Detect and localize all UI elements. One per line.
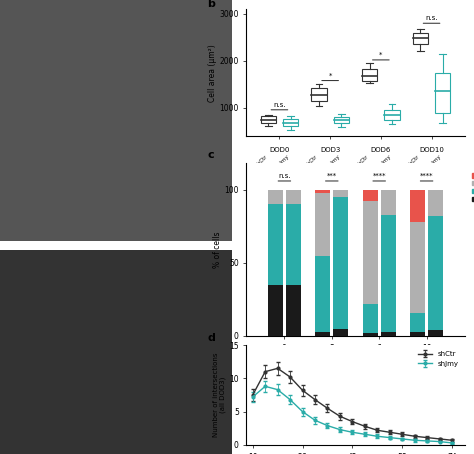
Bar xyxy=(363,304,378,333)
Text: *: * xyxy=(328,73,332,79)
Bar xyxy=(333,190,348,197)
Bar xyxy=(268,190,283,204)
Bar xyxy=(286,190,301,204)
Text: ****: **** xyxy=(373,173,386,179)
Bar xyxy=(410,331,425,336)
Bar xyxy=(410,222,425,312)
Bar xyxy=(363,333,378,336)
Bar xyxy=(428,330,443,336)
Bar xyxy=(315,256,330,331)
Text: ***: *** xyxy=(327,173,337,179)
Text: DOD10: DOD10 xyxy=(419,147,444,153)
Legend: shCtr, shJmy: shCtr, shJmy xyxy=(415,349,461,370)
Bar xyxy=(362,69,377,81)
Text: n.s.: n.s. xyxy=(425,15,438,21)
Text: shJmy: shJmy xyxy=(275,154,291,169)
Text: shJmy: shJmy xyxy=(422,350,436,365)
Text: shCtr: shCtr xyxy=(356,154,370,168)
Legend: Stage IV, Stage III, Stage II, Stage I: Stage IV, Stage III, Stage II, Stage I xyxy=(469,158,474,204)
Text: shJmy: shJmy xyxy=(327,350,341,365)
Y-axis label: Number of intersections
(all DOD3): Number of intersections (all DOD3) xyxy=(213,353,227,437)
Text: d: d xyxy=(207,333,215,343)
Bar xyxy=(334,118,349,123)
Bar xyxy=(363,202,378,304)
Text: shCtr: shCtr xyxy=(407,154,420,168)
Text: shCtr: shCtr xyxy=(310,350,323,363)
Y-axis label: % of cells: % of cells xyxy=(212,232,221,268)
Bar xyxy=(333,329,348,336)
X-axis label: DOD: DOD xyxy=(346,372,365,381)
Bar xyxy=(283,119,298,126)
Bar xyxy=(384,110,400,120)
Bar xyxy=(410,190,425,222)
Bar xyxy=(428,216,443,330)
Text: *: * xyxy=(379,52,383,58)
Bar xyxy=(428,190,443,216)
Bar xyxy=(381,215,396,331)
Bar xyxy=(315,190,330,192)
Bar xyxy=(410,312,425,331)
Text: shJmy: shJmy xyxy=(326,154,341,169)
Bar xyxy=(286,204,301,285)
Text: DOD0: DOD0 xyxy=(269,147,290,153)
Text: shJmy: shJmy xyxy=(428,154,443,169)
Y-axis label: Cell area (μm²): Cell area (μm²) xyxy=(208,44,217,102)
Bar xyxy=(381,190,396,215)
Text: shJmy: shJmy xyxy=(280,350,293,365)
Text: b: b xyxy=(207,0,215,9)
Bar xyxy=(333,197,348,329)
Bar xyxy=(315,331,330,336)
Text: DOD6: DOD6 xyxy=(371,147,391,153)
Text: n.s.: n.s. xyxy=(278,173,291,179)
Bar xyxy=(315,192,330,256)
Text: shCtr: shCtr xyxy=(357,350,370,363)
Text: shCtr: shCtr xyxy=(255,154,268,168)
Bar xyxy=(268,285,283,336)
Bar xyxy=(381,331,396,336)
Bar xyxy=(286,285,301,336)
Bar xyxy=(413,33,428,44)
Text: shJmy: shJmy xyxy=(374,350,388,365)
Text: DOD3: DOD3 xyxy=(320,147,340,153)
Text: n.s.: n.s. xyxy=(273,102,286,108)
Text: shCtr: shCtr xyxy=(305,154,319,168)
Text: ****: **** xyxy=(420,173,433,179)
Bar xyxy=(311,88,327,101)
Text: shCtr: shCtr xyxy=(405,350,418,363)
Text: shCtr: shCtr xyxy=(263,350,275,363)
Text: shJmy: shJmy xyxy=(377,154,392,169)
Bar xyxy=(268,204,283,285)
Bar xyxy=(435,73,450,113)
Bar xyxy=(261,116,276,123)
Bar xyxy=(363,190,378,202)
Text: c: c xyxy=(207,150,214,160)
